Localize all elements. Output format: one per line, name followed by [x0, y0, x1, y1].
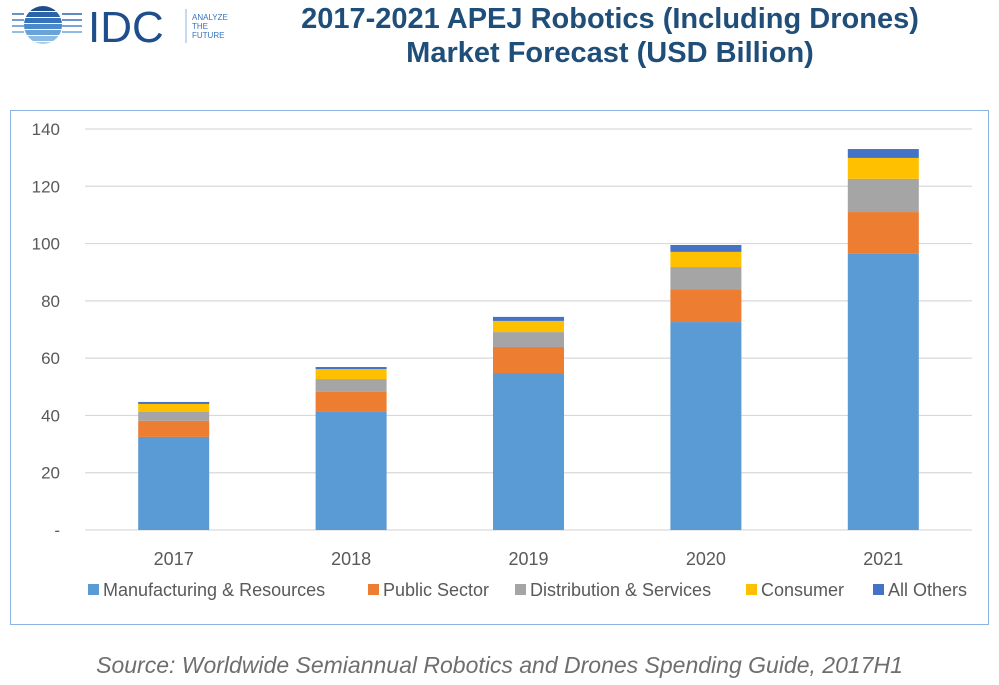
legend-label: Distribution & Services	[530, 580, 711, 600]
chart-title-line-1: 2017-2021 APEJ Robotics (Including Drone…	[301, 3, 919, 35]
bar-segment-public-sector-2019	[493, 346, 564, 374]
x-tick-label: 2020	[686, 549, 726, 569]
legend: Manufacturing & Resources Public Sector Di…	[88, 580, 967, 600]
legend-swatch	[88, 584, 99, 595]
bar-segment-public-sector-2021	[847, 212, 919, 254]
bar-segment-distribution-services-2018	[315, 379, 387, 392]
bar-segment-distribution-services-2019	[493, 332, 564, 347]
bar-segment-all-others-2019	[493, 316, 564, 321]
logo-wordmark: IDC	[88, 3, 164, 47]
y-tick-label: 20	[41, 464, 60, 483]
y-axis-tick-labels: - 20 40 60 80 100 120 140	[32, 120, 60, 540]
bar-segment-manufacturing-resources-2021	[847, 253, 919, 530]
logo-tagline-1: ANALYZE	[192, 13, 228, 22]
bar-segment-manufacturing-resources-2020	[670, 322, 742, 530]
bar-segment-consumer-2021	[847, 157, 919, 179]
bar-stack-2021	[847, 149, 919, 530]
legend-item: Distribution & Services	[515, 580, 711, 600]
legend-label: Manufacturing & Resources	[103, 580, 325, 600]
bar-segment-manufacturing-resources-2019	[493, 373, 564, 530]
legend-item: Consumer	[746, 580, 844, 600]
bar-segment-all-others-2017	[138, 401, 210, 404]
logo-tagline-2: THE	[192, 22, 208, 31]
bar-segment-manufacturing-resources-2018	[315, 411, 387, 530]
bar-segment-consumer-2017	[138, 403, 210, 412]
bar-segment-consumer-2019	[493, 320, 564, 333]
legend-item: All Others	[873, 580, 967, 600]
bar-stack-2019	[493, 316, 564, 530]
bar-segment-public-sector-2018	[315, 391, 387, 412]
chart-title-line-2: Market Forecast (USD Billion)	[406, 37, 814, 69]
y-tick-label: 100	[32, 235, 60, 254]
chart-title: 2017-2021 APEJ Robotics (Including Drone…	[240, 2, 980, 70]
bar-stack-2020	[670, 245, 742, 530]
y-tick-label: 40	[41, 406, 60, 425]
y-tick-label: 140	[32, 120, 60, 139]
source-note: Source: Worldwide Semiannual Robotics an…	[96, 652, 903, 678]
legend-swatch	[746, 584, 757, 595]
bar-stack-2018	[315, 367, 387, 530]
bar-segment-all-others-2018	[315, 367, 387, 370]
legend-label: Public Sector	[383, 580, 489, 600]
legend-label: All Others	[888, 580, 967, 600]
x-tick-label: 2021	[863, 549, 903, 569]
legend-item: Public Sector	[368, 580, 489, 600]
bar-segment-distribution-services-2021	[847, 178, 919, 213]
bar-segment-distribution-services-2020	[670, 267, 742, 290]
bar-segment-consumer-2018	[315, 369, 387, 380]
bar-segment-manufacturing-resources-2017	[138, 436, 210, 530]
bar-stack-2017	[138, 401, 210, 530]
idc-logo: IDC ANALYZE THE FUTURE	[10, 3, 240, 52]
x-axis-tick-labels: 2017 2018 2019 2020 2021	[154, 549, 904, 569]
bar-segment-all-others-2020	[670, 245, 742, 252]
bar-segment-all-others-2021	[847, 149, 919, 158]
logo-tagline-3: FUTURE	[192, 31, 224, 40]
x-tick-label: 2019	[508, 549, 548, 569]
x-tick-label: 2017	[154, 549, 194, 569]
legend-swatch	[873, 584, 884, 595]
bar-segment-public-sector-2017	[138, 420, 210, 437]
bar-segment-consumer-2020	[670, 251, 742, 268]
y-tick-label: 80	[41, 292, 60, 311]
bar-segment-public-sector-2020	[670, 289, 742, 323]
y-tick-label: 60	[41, 349, 60, 368]
y-tick-label: -	[54, 521, 60, 540]
y-tick-label: 120	[32, 177, 60, 196]
legend-item: Manufacturing & Resources	[88, 580, 325, 600]
bars	[138, 149, 919, 530]
legend-swatch	[515, 584, 526, 595]
legend-swatch	[368, 584, 379, 595]
x-tick-label: 2018	[331, 549, 371, 569]
idc-globe-icon	[10, 6, 82, 44]
bar-segment-distribution-services-2017	[138, 411, 210, 421]
legend-label: Consumer	[761, 580, 844, 600]
